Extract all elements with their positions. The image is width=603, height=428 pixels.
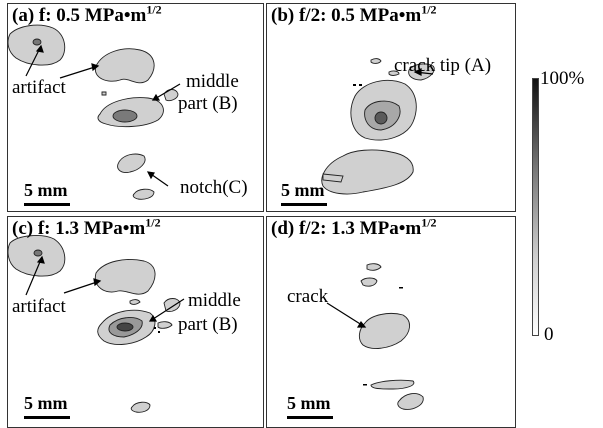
tick-1	[353, 84, 356, 86]
contour-crack	[358, 312, 410, 349]
label-artifact: artifact	[12, 77, 66, 98]
contour-lower-band	[370, 379, 415, 390]
colorbar-min-label: 0	[544, 324, 554, 345]
contour-notch-upper	[117, 153, 146, 173]
panel-b-title: (b) f/2: 0.5 MPa•m1/2	[271, 3, 437, 26]
scale-bar-a	[24, 203, 70, 206]
contour-artifact-top-left-core	[33, 249, 43, 257]
panel-b: (b) f/2: 0.5 MPa•m1/2 crack tip (A) 5 mm	[266, 3, 516, 212]
label-part-b: part (B)	[178, 93, 238, 114]
contour-speck	[101, 91, 107, 96]
contour-notch-lower	[132, 188, 155, 200]
panel-a-contours	[8, 24, 181, 200]
contour-small-right	[163, 89, 179, 102]
contour-artifact-top-left-core	[32, 38, 42, 46]
scale-bar-b	[281, 203, 327, 206]
label-artifact: artifact	[12, 296, 66, 317]
arrow-crack	[326, 302, 366, 328]
panel-a-title: (a) f: 0.5 MPa•m1/2	[12, 3, 162, 26]
tick-1	[154, 327, 156, 329]
label-crack-tip: crack tip (A)	[394, 55, 492, 76]
panel-a: (a) f: 0.5 MPa•m1/2 artifact middle part…	[7, 3, 264, 212]
contour-tip-small-2	[388, 70, 400, 76]
label-notch: notch(C)	[180, 177, 248, 198]
scale-bar-c	[24, 416, 70, 419]
scale-label-a: 5 mm	[24, 180, 68, 200]
contour-middle-core	[116, 322, 134, 332]
arrow-middle	[149, 298, 185, 322]
contour-lower	[130, 401, 151, 413]
arrow-artifact-2	[59, 65, 99, 79]
scale-label-b: 5 mm	[281, 180, 325, 200]
panel-c-title: (c) f: 1.3 MPa•m1/2	[12, 216, 161, 239]
panel-d-title: (d) f/2: 1.3 MPa•m1/2	[271, 216, 437, 239]
arrow-artifact-2	[63, 280, 101, 294]
tick-1	[399, 287, 403, 289]
scale-label-d: 5 mm	[287, 393, 331, 413]
label-part-b: part (B)	[178, 314, 238, 335]
panel-b-contours	[321, 58, 435, 195]
tick-2	[158, 331, 160, 333]
contour-artifact-main	[94, 48, 155, 84]
label-middle: middle	[188, 290, 241, 311]
contour-small-top	[129, 299, 141, 305]
contour-left-stub	[322, 173, 344, 183]
label-crack: crack	[287, 286, 329, 307]
scale-label-c: 5 mm	[24, 393, 68, 413]
contour-artifact-main	[94, 259, 156, 295]
colorbar-max-label: 100%	[540, 68, 585, 89]
contour-tip-small	[370, 58, 382, 64]
scale-bar-d	[287, 416, 333, 419]
panel-c: (c) f: 1.3 MPa•m1/2 artifact middle part…	[7, 216, 264, 428]
contour-middle-core	[112, 109, 138, 123]
tick-2	[359, 84, 362, 86]
label-middle: middle	[186, 71, 239, 92]
arrow-artifact-1	[25, 256, 43, 296]
contour-small-1	[366, 263, 382, 271]
contour-lower-region	[321, 149, 414, 195]
panel-c-contours	[8, 235, 185, 413]
contour-lower-right	[397, 393, 424, 410]
panel-d-contours	[326, 263, 424, 410]
panel-d: (d) f/2: 1.3 MPa•m1/2 crack 5 mm	[266, 216, 516, 428]
tick-2	[363, 384, 367, 386]
contour-small-right	[163, 298, 181, 312]
contour-small-right-2	[157, 321, 173, 329]
contour-main-core	[374, 111, 388, 125]
colorbar	[532, 78, 539, 336]
contour-small-2	[360, 277, 378, 287]
